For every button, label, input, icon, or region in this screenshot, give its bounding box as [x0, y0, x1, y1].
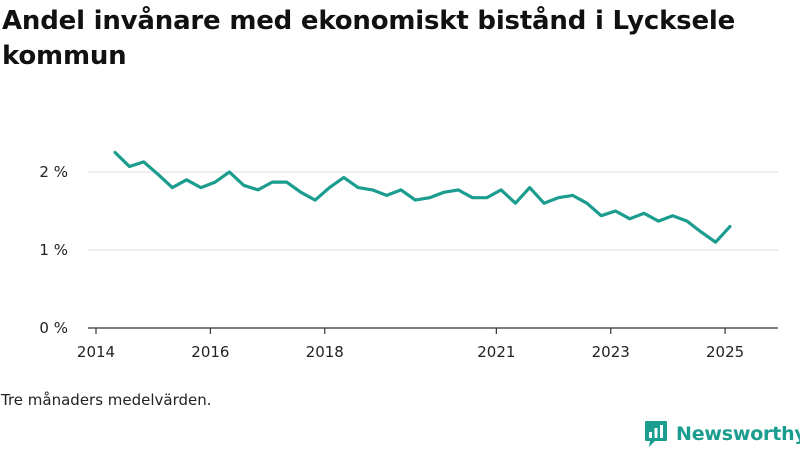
data-point [625, 214, 635, 224]
data-point [282, 177, 292, 187]
data-point [639, 208, 649, 218]
data-point [725, 222, 735, 232]
x-axis: 2014 2016 2018 2021 2023 2025 [77, 327, 778, 361]
brand-name: Newsworthy [676, 423, 800, 445]
data-point [611, 206, 621, 216]
data-point [596, 211, 606, 221]
data-point [382, 190, 392, 200]
data-point [582, 198, 592, 208]
data-point [482, 193, 492, 203]
data-point [253, 185, 263, 195]
data-point [325, 183, 335, 193]
data-point [696, 227, 706, 237]
data-point [525, 183, 535, 193]
y-axis: 0 % 1 % 2 % [39, 163, 68, 337]
data-series [110, 148, 735, 247]
data-point [167, 183, 177, 193]
data-point [296, 187, 306, 197]
data-point [453, 185, 463, 195]
data-point [110, 148, 120, 158]
data-point [153, 169, 163, 179]
data-point [210, 177, 220, 187]
data-point [539, 198, 549, 208]
x-tick-label: 2025 [706, 343, 744, 361]
y-tick-label: 0 % [39, 319, 68, 337]
x-tick-label: 2018 [306, 343, 344, 361]
data-point [139, 157, 149, 167]
bar-chart-bubble-icon [645, 421, 667, 447]
x-tick-label: 2016 [191, 343, 229, 361]
data-point [239, 180, 249, 190]
data-point [267, 177, 277, 187]
y-tick-label: 1 % [39, 241, 68, 259]
data-point [124, 162, 134, 172]
footnote: Tre månaders medelvärden. [1, 391, 212, 409]
data-point [468, 193, 478, 203]
data-point [439, 187, 449, 197]
x-tick-label: 2023 [592, 343, 630, 361]
data-point [410, 195, 420, 205]
x-tick-label: 2014 [77, 343, 115, 361]
data-point [224, 167, 234, 177]
data-point [510, 198, 520, 208]
data-point [496, 185, 506, 195]
data-point [553, 193, 563, 203]
series-line [113, 150, 732, 244]
data-point [668, 211, 678, 221]
data-point [711, 237, 721, 247]
data-point [353, 183, 363, 193]
data-point [339, 173, 349, 183]
data-point [396, 185, 406, 195]
data-point [568, 190, 578, 200]
data-point [682, 216, 692, 226]
x-tick-label: 2021 [477, 343, 515, 361]
data-point [653, 216, 663, 226]
data-point [367, 185, 377, 195]
chart-title: Andel invånare med ekonomiskt bistånd i … [2, 6, 736, 71]
newsworthy-logo[interactable]: Newsworthy [644, 419, 800, 449]
data-point [196, 183, 206, 193]
data-point [182, 175, 192, 185]
gridlines [88, 171, 778, 251]
data-point [425, 193, 435, 203]
y-tick-label: 2 % [39, 163, 68, 181]
data-point [310, 195, 320, 205]
